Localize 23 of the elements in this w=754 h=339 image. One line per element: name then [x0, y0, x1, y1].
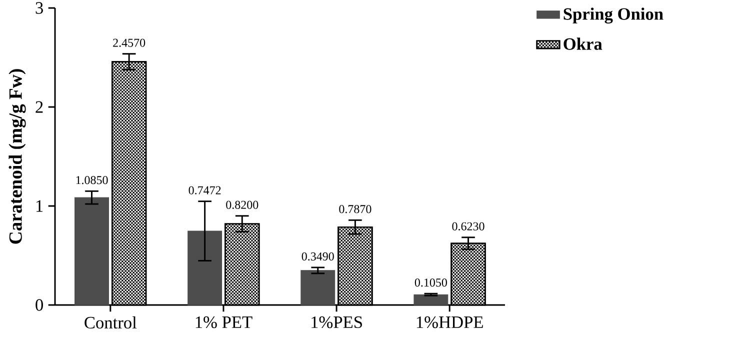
- y-tick-label: 3: [36, 2, 43, 14]
- data-label: 0.7870: [339, 205, 372, 214]
- y-axis-title: Caratenoid (mg/g Fw): [8, 69, 26, 244]
- data-label: 0.6230: [452, 222, 484, 230]
- y-tick-label: 2: [36, 101, 43, 113]
- x-tick-label: 1%PES: [312, 316, 362, 328]
- bar: [300, 270, 336, 306]
- legend-label: Spring Onion: [564, 8, 664, 24]
- data-label: 0.1050: [414, 278, 447, 287]
- x-tick-label: 1% PET: [196, 316, 252, 328]
- y-tick-label: 1: [36, 200, 43, 212]
- data-label: 0.8200: [226, 200, 258, 209]
- x-tick-label: 1%HDPE: [416, 316, 483, 328]
- bar: [74, 197, 109, 306]
- bar: [414, 294, 448, 306]
- legend-label: Okra: [564, 38, 602, 50]
- data-label: 0.7472: [188, 186, 221, 194]
- data-label: 0.3490: [302, 252, 334, 261]
- data-label: 1.0850: [76, 176, 108, 184]
- x-tick-label: Control: [84, 316, 137, 329]
- data-label: 2.4570: [113, 38, 146, 47]
- y-tick-label: 0: [36, 299, 43, 311]
- bar: [188, 230, 222, 306]
